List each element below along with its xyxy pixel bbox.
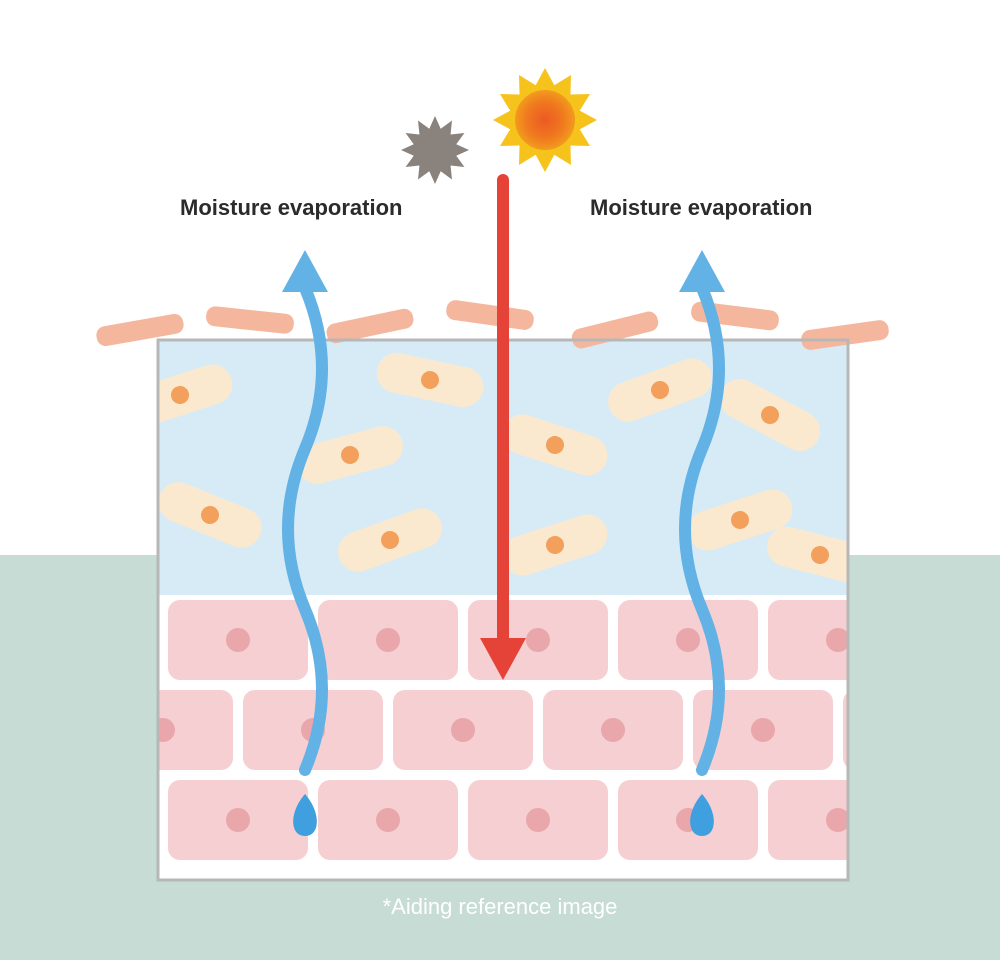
diagram-canvas: Moisture evaporation Moisture evaporatio…	[0, 0, 1000, 960]
label-moisture-left: Moisture evaporation	[180, 195, 402, 221]
pollutant-icon	[401, 116, 469, 184]
caption-text: *Aiding reference image	[0, 894, 1000, 920]
label-moisture-right: Moisture evaporation	[590, 195, 812, 221]
sun-icon	[493, 68, 597, 172]
skin-diagram	[0, 0, 1000, 960]
